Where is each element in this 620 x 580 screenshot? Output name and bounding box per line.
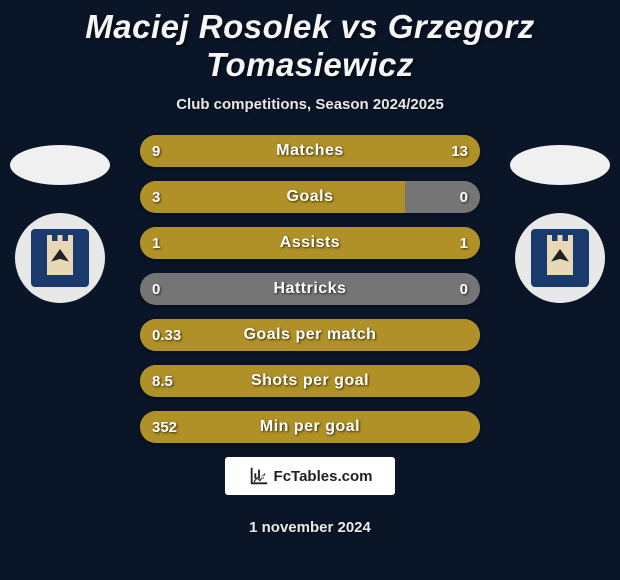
stat-bars: 913Matches 30Goals 11Assists 00Hattricks 0.3…: [140, 135, 480, 443]
stat-row: 352Min per goal: [140, 411, 480, 443]
page-subtitle: Club competitions, Season 2024/2025: [0, 96, 620, 113]
comparison-stage: 913Matches 30Goals 11Assists 00Hattricks 0.3…: [0, 135, 620, 443]
stat-label: Goals per match: [140, 319, 480, 351]
stat-label: Hattricks: [140, 273, 480, 305]
stat-row: 00Hattricks: [140, 273, 480, 305]
club-badge-left: [15, 213, 105, 303]
branding-text: FcTables.com: [274, 468, 373, 485]
stat-label: Matches: [140, 135, 480, 167]
stat-label: Shots per goal: [140, 365, 480, 397]
chart-icon: [248, 465, 270, 487]
stat-label: Assists: [140, 227, 480, 259]
stat-row: 30Goals: [140, 181, 480, 213]
stat-row: 8.5Shots per goal: [140, 365, 480, 397]
stat-row: 11Assists: [140, 227, 480, 259]
club-badge-right: [515, 213, 605, 303]
date-text: 1 november 2024: [0, 519, 620, 536]
stat-row: 913Matches: [140, 135, 480, 167]
stat-label: Min per goal: [140, 411, 480, 443]
page-title: Maciej Rosolek vs Grzegorz Tomasiewicz: [0, 0, 620, 84]
player-avatar-left: [10, 145, 110, 185]
stat-label: Goals: [140, 181, 480, 213]
branding-box: FcTables.com: [225, 457, 395, 495]
player-avatar-right: [510, 145, 610, 185]
stat-row: 0.33Goals per match: [140, 319, 480, 351]
